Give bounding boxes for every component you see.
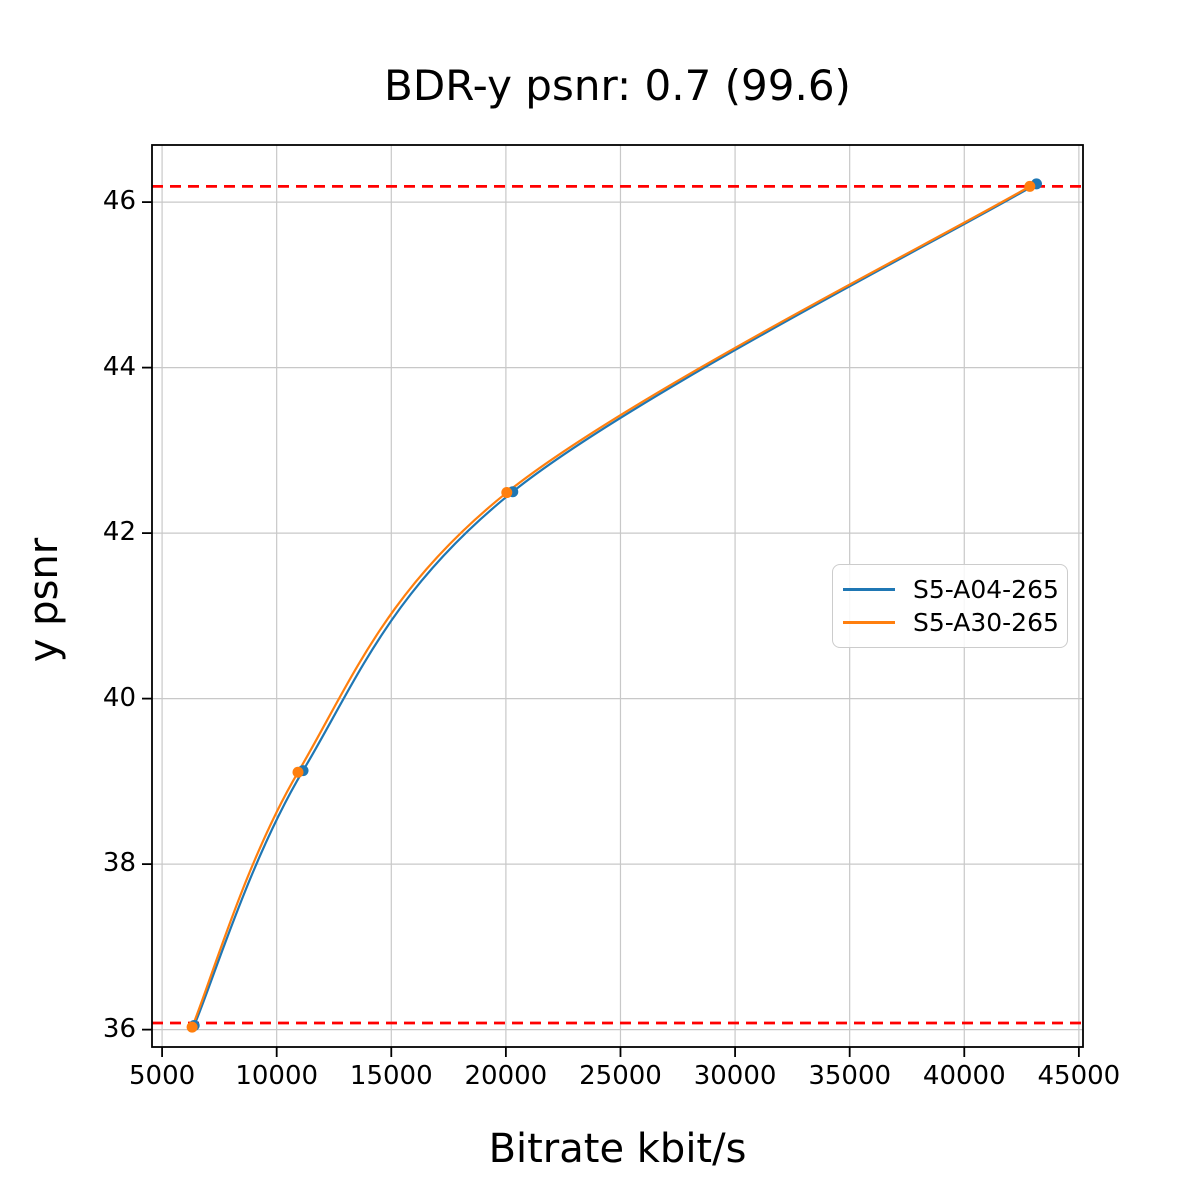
series-line: [193, 182, 1038, 1027]
y-tick-label: 38: [102, 848, 136, 879]
x-tick-label: 40000: [922, 1061, 1006, 1091]
y-tick-label: 40: [102, 682, 136, 713]
legend: S5-A04-265 S5-A30-265: [832, 564, 1068, 648]
data-point-marker: [186, 1021, 198, 1033]
plot-border: [151, 144, 1084, 1048]
x-tick-label: 5000: [128, 1061, 196, 1091]
y-tick-label: 46: [102, 186, 136, 217]
x-tick-label: 15000: [349, 1061, 433, 1091]
data-point-marker: [501, 487, 513, 499]
legend-label: S5-A30-265: [913, 608, 1059, 637]
x-tick-label: 25000: [579, 1061, 662, 1091]
x-tick-label: 10000: [235, 1061, 319, 1091]
legend-label: S5-A04-265: [913, 575, 1059, 604]
legend-item: S5-A04-265: [843, 573, 1059, 606]
y-tick-label: 36: [102, 1013, 136, 1044]
legend-item: S5-A30-265: [843, 606, 1059, 639]
series-line: [191, 185, 1031, 1029]
x-tick-label: 35000: [808, 1061, 892, 1091]
y-tick-label: 44: [102, 351, 136, 382]
chart-title: BDR-y psnr: 0.7 (99.6): [384, 61, 851, 110]
legend-line-swatch: [843, 621, 895, 624]
x-tick-label: 45000: [1037, 1061, 1121, 1091]
data-point-marker: [292, 766, 304, 778]
x-tick-label: 20000: [464, 1061, 548, 1091]
y-axis-label: y psnr: [21, 537, 67, 663]
y-tick-label: 42: [102, 517, 136, 548]
x-tick-label: 30000: [693, 1061, 777, 1091]
legend-line-swatch: [843, 588, 895, 591]
x-axis-label: Bitrate kbit/s: [488, 1126, 747, 1172]
data-point-marker: [1024, 180, 1036, 192]
